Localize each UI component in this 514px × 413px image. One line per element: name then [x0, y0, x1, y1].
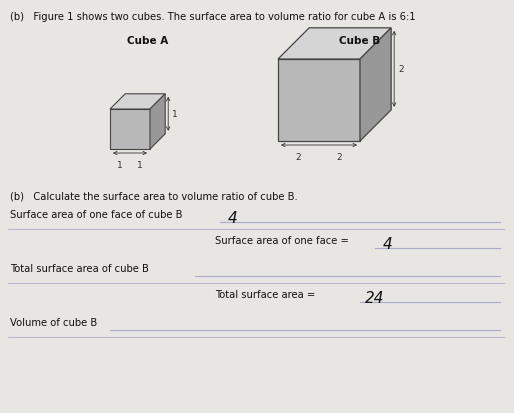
Polygon shape	[150, 95, 165, 150]
Text: 2: 2	[398, 65, 404, 74]
Text: (b)   Figure 1 shows two cubes. The surface area to volume ratio for cube A is 6: (b) Figure 1 shows two cubes. The surfac…	[10, 12, 416, 22]
Text: 4: 4	[383, 236, 393, 252]
Polygon shape	[278, 60, 360, 142]
Text: Volume of cube B: Volume of cube B	[10, 317, 97, 327]
Text: 2: 2	[296, 153, 301, 161]
Text: 2: 2	[337, 153, 342, 161]
Text: 24: 24	[365, 290, 384, 305]
Text: 1: 1	[172, 110, 178, 119]
Text: Cube A: Cube A	[127, 36, 169, 46]
Text: 1: 1	[117, 161, 123, 170]
Text: Surface area of one face =: Surface area of one face =	[215, 235, 349, 245]
Text: 1: 1	[137, 161, 143, 170]
Text: Surface area of one face of cube B: Surface area of one face of cube B	[10, 209, 182, 219]
Polygon shape	[278, 29, 391, 60]
Polygon shape	[110, 110, 150, 150]
Text: Total surface area of cube B: Total surface area of cube B	[10, 263, 149, 273]
Text: Total surface area =: Total surface area =	[215, 289, 315, 299]
Text: 4: 4	[228, 211, 238, 225]
Polygon shape	[360, 29, 391, 142]
Polygon shape	[110, 95, 165, 110]
Text: Cube B: Cube B	[339, 36, 381, 46]
Text: (b)   Calculate the surface area to volume ratio of cube B.: (b) Calculate the surface area to volume…	[10, 192, 298, 202]
